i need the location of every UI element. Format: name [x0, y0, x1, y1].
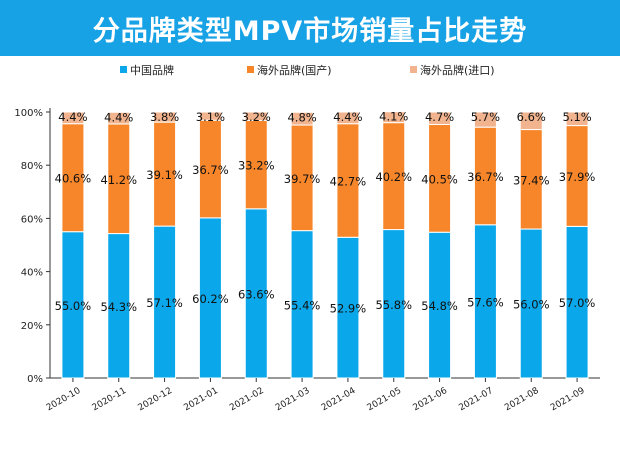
data-label: 39.1% [146, 168, 183, 182]
x-tick-label: 2021-03 [274, 386, 312, 413]
data-label: 3.1% [196, 110, 225, 124]
x-tick-label: 2021-06 [412, 386, 450, 414]
bar-segment [565, 111, 589, 127]
legend-label: 海外品牌(国产) [257, 63, 332, 77]
data-label: 55.8% [375, 298, 412, 312]
legend-swatch [410, 66, 417, 73]
bar-segment [153, 111, 177, 123]
x-tick-label: 2021-07 [457, 386, 495, 413]
y-tick-label: 60% [21, 214, 43, 225]
y-tick-label: 20% [21, 321, 43, 332]
data-label: 4.1% [379, 110, 408, 124]
bar-segment [244, 111, 268, 122]
data-label: 36.7% [192, 163, 229, 177]
x-tick-label: 2020-12 [137, 386, 175, 413]
x-tick-label: 2021-04 [320, 386, 358, 414]
data-label: 57.6% [467, 295, 504, 309]
data-label: 41.2% [100, 173, 137, 187]
title-bar: 分品牌类型MPV市场销量占比走势 [0, 0, 620, 56]
data-label: 3.8% [150, 110, 179, 124]
data-label: 42.7% [330, 174, 367, 188]
y-tick-label: 100% [14, 108, 43, 119]
data-label: 63.6% [238, 287, 275, 301]
data-label: 55.4% [284, 298, 321, 312]
data-label: 4.7% [425, 110, 454, 124]
legend-swatch [120, 66, 127, 73]
bar-segment [61, 111, 85, 125]
bar-segment [198, 111, 222, 121]
data-label: 54.3% [100, 300, 137, 314]
data-label: 4.8% [287, 110, 316, 124]
data-label: 39.7% [284, 172, 321, 186]
data-label: 40.6% [55, 172, 92, 186]
data-label: 6.6% [517, 110, 546, 124]
y-tick-label: 40% [21, 268, 43, 279]
bar-segment [428, 111, 452, 126]
x-tick-label: 2021-05 [366, 386, 404, 413]
data-label: 3.2% [242, 110, 271, 124]
bar-segment [290, 111, 314, 126]
bar-segment [519, 111, 543, 131]
data-label: 40.5% [421, 172, 458, 186]
bar-segment [107, 111, 131, 125]
x-tick-label: 2021-02 [228, 386, 266, 413]
data-label: 40.2% [375, 170, 412, 184]
legend-label: 海外品牌(进口) [420, 63, 495, 77]
data-label: 54.8% [421, 299, 458, 313]
y-tick-label: 80% [21, 161, 43, 172]
x-tick-label: 2021-08 [503, 386, 541, 414]
bar-segment [473, 111, 497, 128]
x-tick-label: 2020-10 [45, 386, 83, 414]
bar-segment [382, 111, 406, 124]
data-label: 57.0% [559, 296, 596, 310]
data-label: 4.4% [104, 110, 133, 124]
data-label: 4.4% [58, 110, 87, 124]
data-label: 55.0% [55, 299, 92, 313]
data-label: 56.0% [513, 298, 550, 312]
data-label: 33.2% [238, 159, 275, 173]
data-label: 37.9% [559, 170, 596, 184]
y-tick-label: 0% [27, 374, 43, 385]
x-tick-label: 2020-11 [91, 386, 129, 413]
legend-swatch [247, 66, 254, 73]
data-label: 36.7% [467, 170, 504, 184]
chart-title: 分品牌类型MPV市场销量占比走势 [92, 15, 528, 47]
x-tick-label: 2021-09 [549, 386, 587, 414]
bar-segment [336, 111, 360, 125]
data-label: 5.1% [562, 110, 591, 124]
data-label: 4.4% [333, 110, 362, 124]
data-label: 37.4% [513, 173, 550, 187]
legend-label: 中国品牌 [130, 63, 174, 77]
data-label: 5.7% [471, 110, 500, 124]
data-label: 57.1% [146, 296, 183, 310]
data-label: 60.2% [192, 292, 229, 306]
data-label: 52.9% [330, 302, 367, 316]
x-tick-label: 2021-01 [182, 386, 220, 413]
